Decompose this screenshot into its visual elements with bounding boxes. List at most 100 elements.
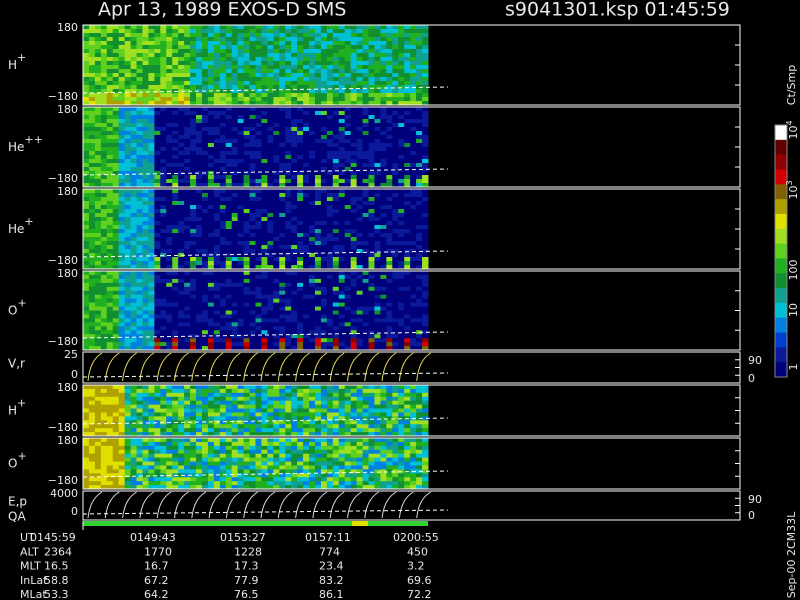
spectrogram-cell [410, 201, 417, 206]
spectrogram-cell [392, 209, 399, 214]
spectrogram-cell [83, 143, 90, 148]
spectrogram-cell [261, 115, 268, 120]
spectrogram-cell [196, 213, 203, 218]
spectrogram-cell [219, 93, 227, 98]
spectrogram-cell [136, 412, 143, 417]
spectrogram-cell [237, 131, 245, 136]
spectrogram-cell [350, 290, 358, 296]
spectrogram-cell [410, 241, 417, 246]
spectrogram-cell [178, 139, 185, 144]
spectrogram-cell [106, 73, 114, 78]
spectrogram-cell [237, 302, 245, 308]
spectrogram-cell [219, 416, 227, 421]
spectrogram-cell [196, 65, 203, 70]
spectrogram-cell [178, 221, 185, 226]
spectrogram-cell [332, 241, 340, 246]
spectrogram-cell [398, 282, 405, 288]
spectrogram-cell [118, 101, 126, 106]
spectrogram-cell [148, 77, 155, 82]
spectrogram-cell [332, 322, 340, 327]
spectrogram-cell [184, 57, 191, 62]
spectrogram-cell [261, 253, 268, 258]
spectrogram-cell [178, 346, 185, 351]
spectrogram-cell [130, 143, 138, 148]
spectrogram-cell [112, 139, 120, 144]
spectrogram-cell [100, 139, 108, 144]
spectrogram-cell [124, 274, 132, 280]
spectrogram-cell [285, 237, 292, 242]
spectrogram-cell [398, 49, 405, 54]
spectrogram-cell [386, 322, 393, 327]
spectrogram-cell [291, 233, 298, 238]
spectrogram-cell [124, 420, 132, 425]
spectrogram-cell [100, 237, 108, 242]
spectrogram-cell [398, 193, 405, 198]
spectrogram-cell [416, 131, 423, 136]
spectrogram-cell [243, 298, 251, 304]
spectrogram-cell [190, 412, 197, 417]
spectrogram-cell [380, 155, 387, 160]
spectrogram-cell [136, 330, 143, 335]
spectrogram-cell [160, 29, 167, 34]
spectrogram-cell [249, 89, 256, 94]
spectrogram-cell [380, 57, 387, 62]
spectrogram-cell [416, 65, 423, 70]
spectrogram-cell [404, 346, 411, 351]
spectrogram-cell [154, 385, 161, 390]
spectrogram-cell [225, 201, 233, 206]
spectrogram-cell [362, 163, 370, 168]
spectrogram-cell [112, 41, 120, 46]
spectrogram-cell [368, 322, 375, 327]
spectrogram-cell [207, 65, 215, 70]
spectrogram-cell [303, 139, 310, 144]
spectrogram-cell [196, 290, 203, 296]
spectrogram-cell [374, 241, 381, 246]
spectrogram-cell [166, 131, 173, 136]
spectrogram-cell [196, 147, 203, 152]
spectrogram-cell [213, 298, 221, 304]
spectrogram-cell [309, 271, 316, 276]
spectrogram-cell [291, 257, 298, 262]
spectrogram-cell [392, 179, 399, 184]
spectrogram-cell [225, 225, 233, 230]
spectrogram-cell [380, 127, 387, 132]
spectrogram-cell [303, 310, 310, 315]
spectrogram-cell [225, 233, 233, 238]
spectrogram-cell [160, 193, 167, 198]
spectrogram-cell [94, 278, 102, 284]
spectrogram-cell [261, 334, 268, 339]
spectrogram-cell [94, 143, 102, 148]
spectrogram-cell [332, 271, 340, 276]
spectrogram-cell [83, 205, 90, 210]
spectrogram-cell [94, 179, 102, 184]
spectrogram-cell [207, 49, 215, 54]
spectrogram-cell [142, 77, 149, 82]
spectrogram-cell [392, 61, 399, 66]
spectrogram-cell [398, 229, 405, 234]
spectrogram-cell [207, 310, 215, 315]
spectrogram-cell [190, 155, 197, 160]
spectrogram-cell [166, 396, 173, 402]
spectrogram-cell [196, 257, 203, 262]
spectrogram-cell [166, 37, 173, 42]
spectrogram-cell [261, 205, 268, 210]
spectrogram-cell [398, 73, 405, 78]
spectrogram-cell [303, 101, 310, 106]
spectrogram-cell [184, 159, 191, 164]
spectrogram-cell [219, 241, 227, 246]
spectrogram-cell [386, 115, 393, 120]
spectrogram-cell [338, 318, 346, 323]
spectrogram-cell [398, 119, 405, 124]
spectrogram-cell [207, 290, 215, 296]
spectrogram-cell [297, 53, 304, 58]
spectrogram-cell [249, 342, 256, 347]
spectrogram-cell [166, 330, 173, 335]
spectrogram-cell [83, 189, 90, 194]
spectrogram-cell [243, 213, 251, 218]
spectrogram-cell [154, 424, 161, 429]
spectrogram-cell [285, 179, 292, 184]
spectrogram-cell [314, 53, 322, 58]
spectrogram-cell [249, 290, 256, 296]
spectrogram-cell [184, 123, 191, 128]
spectrogram-cell [142, 265, 149, 270]
